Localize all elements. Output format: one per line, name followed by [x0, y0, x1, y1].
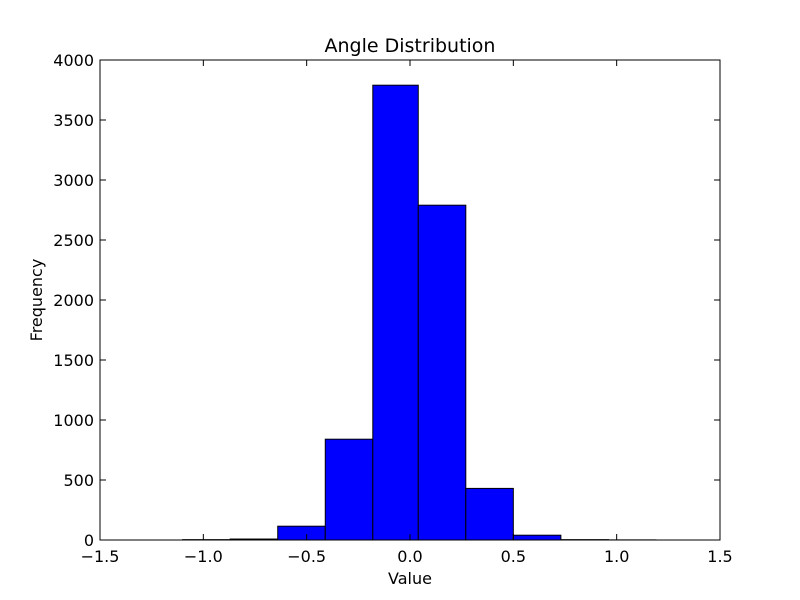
y-tick-label-1: 500 [63, 471, 94, 490]
histogram-bar-7 [512, 534, 562, 541]
x-ticks-group: −1.5 −1.0 −0.5 0.0 0.5 1.0 1.5 [81, 60, 733, 566]
x-tick-label-6: 1.5 [707, 547, 732, 566]
x-tick-label-3: 0.0 [397, 547, 422, 566]
y-tick-label-4: 2000 [53, 291, 94, 310]
histogram-bar-2 [277, 525, 326, 541]
histogram-bar-5 [417, 204, 467, 541]
x-tick-label-4: 0.5 [501, 547, 526, 566]
histogram-bar-6 [465, 487, 514, 541]
x-axis-label: Value [388, 569, 432, 588]
y-tick-label-2: 1000 [53, 411, 94, 430]
x-tick-label-1: −1.0 [184, 547, 223, 566]
y-tick-label-7: 3500 [53, 111, 94, 130]
x-tick-label-2: −0.5 [287, 547, 326, 566]
y-tick-label-0: 0 [84, 531, 94, 550]
bars-group [182, 84, 657, 541]
y-tick-label-8: 4000 [53, 51, 94, 70]
y-axis-label: Frequency [27, 259, 46, 342]
chart-title: Angle Distribution [325, 35, 496, 57]
y-ticks-group: 0 500 1000 1500 2000 2500 3000 3500 4000 [53, 51, 720, 550]
y-tick-label-5: 2500 [53, 231, 94, 250]
x-tick-label-0: −1.5 [81, 547, 120, 566]
y-tick-label-6: 3000 [53, 171, 94, 190]
x-tick-label-5: 1.0 [604, 547, 629, 566]
y-tick-label-3: 1500 [53, 351, 94, 370]
plot-frame [99, 59, 721, 541]
histogram-bar-4 [372, 84, 419, 541]
histogram-bar-3 [324, 438, 374, 541]
